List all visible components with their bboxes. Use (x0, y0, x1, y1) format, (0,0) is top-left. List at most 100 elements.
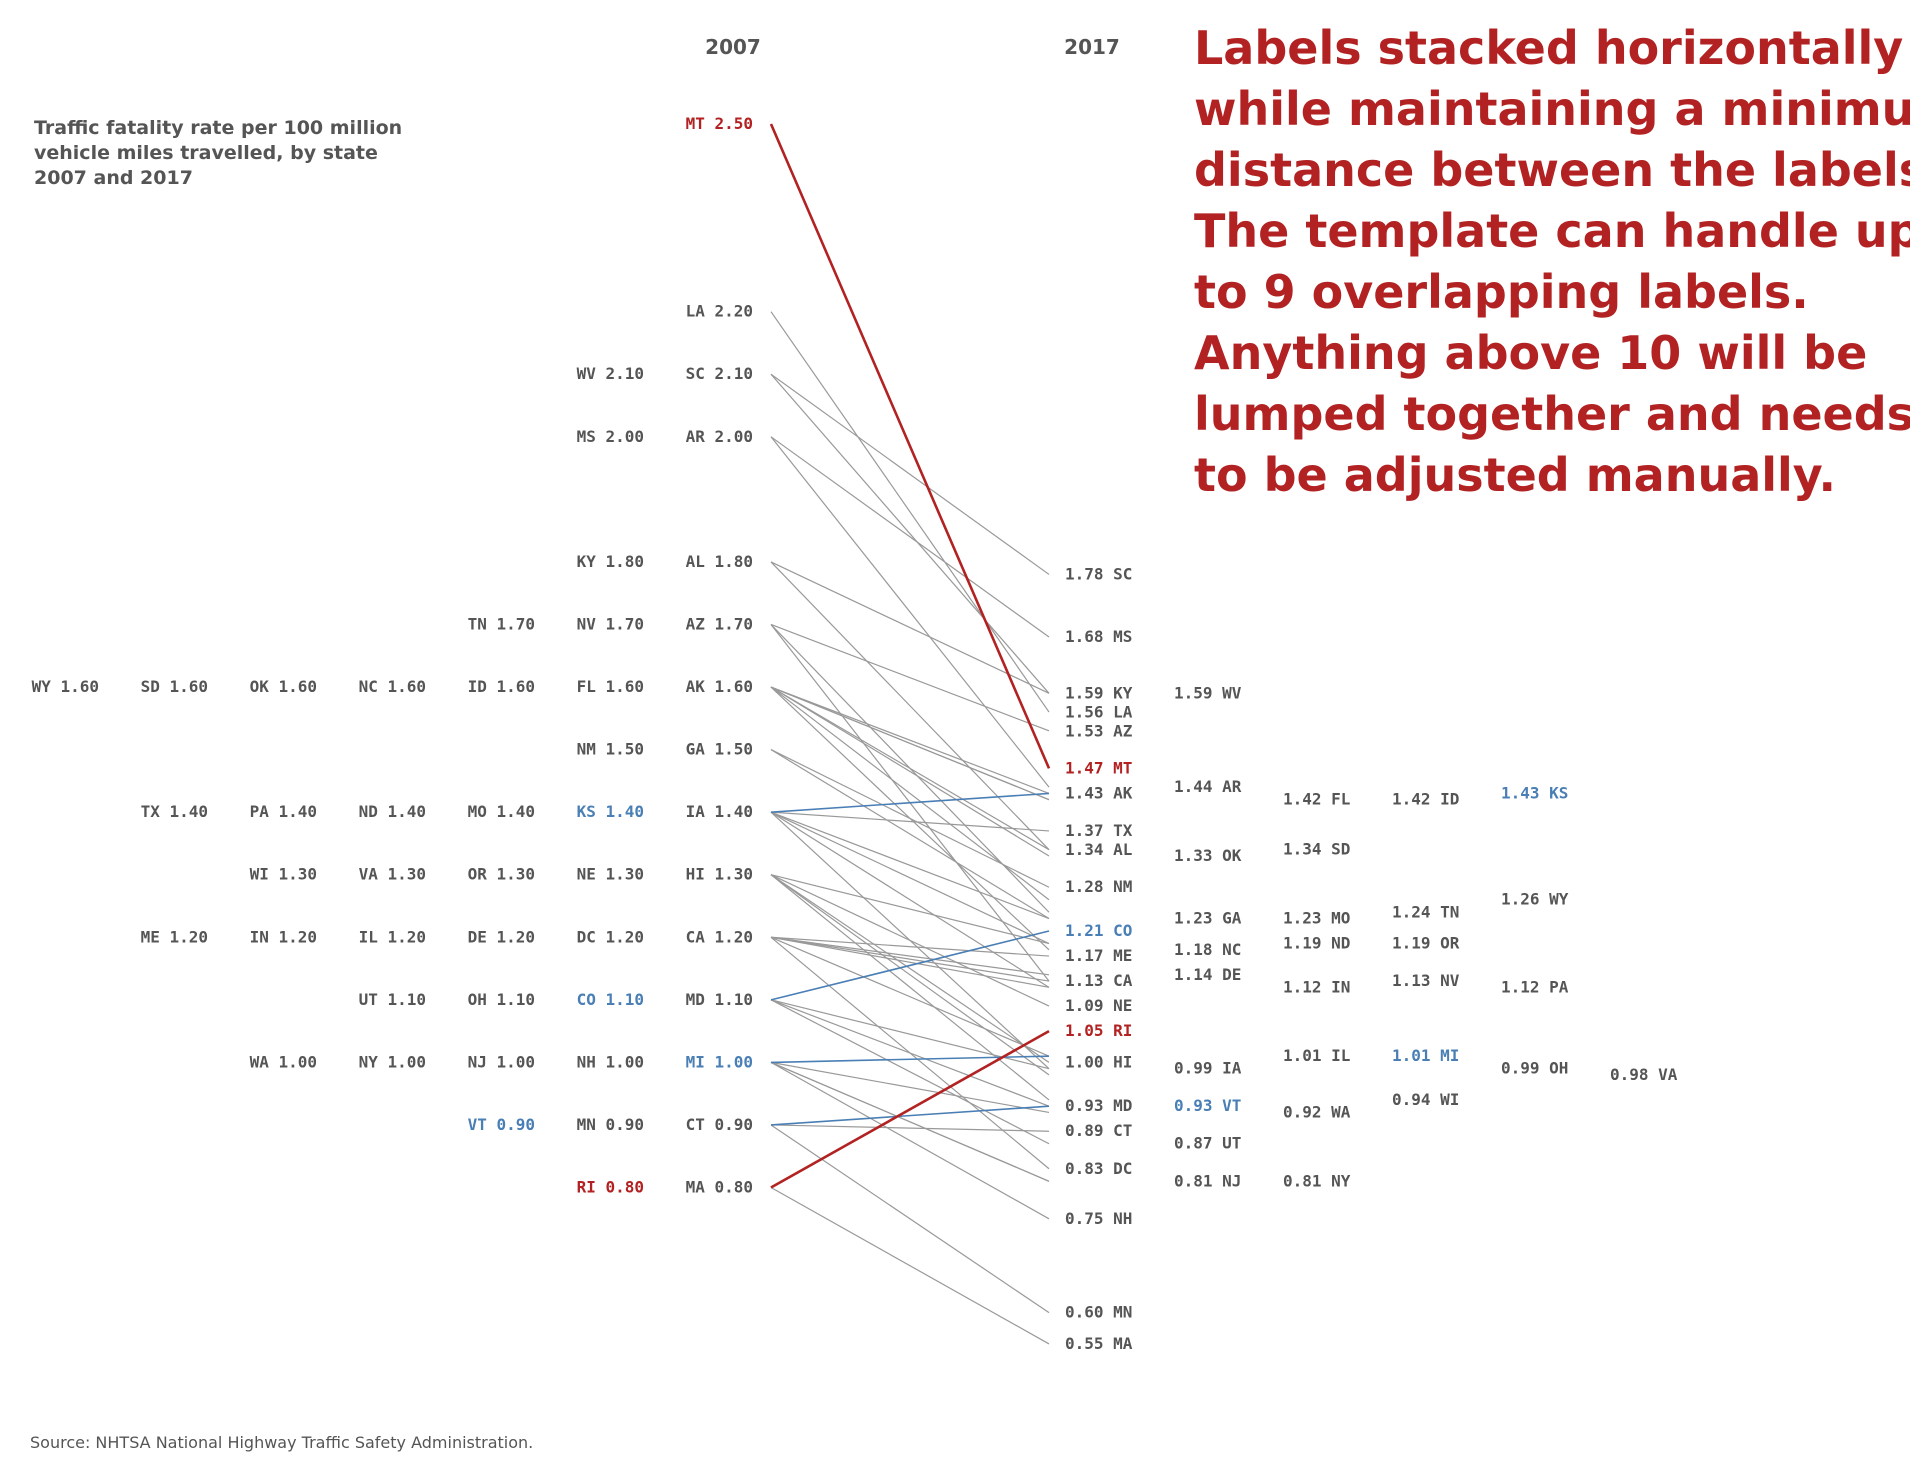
label-2017-nc: 1.18 NC (1174, 940, 1241, 959)
label-2007-tx: TX 1.40 (141, 802, 208, 821)
slope-line-wy (770, 686, 1050, 901)
label-2007-ne: NE 1.30 (577, 865, 644, 884)
slope-line-wv (770, 373, 1050, 694)
label-2017-pa: 1.12 PA (1501, 977, 1569, 996)
label-2017-ks: 1.43 KS (1501, 783, 1568, 802)
label-2007-ma: MA 0.80 (686, 1178, 753, 1197)
slope-line-me (770, 936, 1050, 957)
label-2017-la: 1.56 LA (1065, 702, 1133, 721)
label-2007-vt: VT 0.90 (468, 1115, 535, 1134)
label-2007-nv: NV 1.70 (577, 614, 644, 633)
slope-line-ny (770, 1061, 1050, 1182)
label-2017-al: 1.34 AL (1065, 840, 1132, 859)
label-2007-ok: OK 1.60 (250, 677, 317, 696)
slope-line-mo (770, 811, 1050, 920)
slope-line-ut (770, 999, 1050, 1145)
slope-line-mi (770, 1055, 1050, 1064)
slope-line-ak (770, 686, 1050, 794)
label-2017-or: 1.19 OR (1392, 934, 1460, 953)
label-2017-sd: 1.34 SD (1283, 840, 1350, 859)
label-2017-va: 0.98 VA (1610, 1065, 1678, 1084)
label-2007-nj: NJ 1.00 (468, 1052, 535, 1071)
label-2007-md: MD 1.10 (686, 990, 753, 1009)
label-2017-id: 1.42 ID (1392, 790, 1459, 809)
annotation-line-3: distance between the labels. (1194, 143, 1910, 197)
slope-line-ks (770, 792, 1050, 813)
slope-line-ma (770, 1186, 1050, 1345)
label-2007-in: IN 1.20 (250, 927, 317, 946)
label-2007-de: DE 1.20 (468, 927, 535, 946)
slope-line-ms (770, 436, 1050, 638)
labels-2017: 1.78 SC 1.68 MS 1.59 KY 1.59 WV 1.56 LA1.53 … (1065, 564, 1678, 1352)
header-2007: 2007 (705, 35, 761, 59)
label-2007-mo: MO 1.40 (468, 802, 535, 821)
slope-line-or (770, 874, 1050, 945)
label-2017-de: 1.14 DE (1174, 965, 1241, 984)
slope-line-sc (770, 373, 1050, 575)
slope-line-al (770, 561, 1050, 851)
label-2007-wa: WA 1.00 (250, 1052, 317, 1071)
label-2017-sc: 1.78 SC (1065, 564, 1132, 583)
annotation-line-4: The template can handle up (1194, 204, 1910, 258)
label-2007-wv: WV 2.10 (577, 364, 644, 383)
label-2007-co: CO 1.10 (577, 990, 644, 1009)
label-2007-mi: MI 1.00 (686, 1052, 753, 1071)
label-2007-ga: GA 1.50 (686, 740, 753, 759)
label-2007-ky: KY 1.80 (577, 552, 644, 571)
label-2007-la: LA 2.20 (686, 302, 753, 321)
label-2007-wi: WI 1.30 (250, 865, 317, 884)
label-2007-sd: SD 1.60 (141, 677, 208, 696)
annotation-line-7: lumped together and needs (1194, 387, 1910, 441)
label-2017-il: 1.01 IL (1283, 1046, 1350, 1065)
label-2007-nh: NH 1.00 (577, 1052, 644, 1071)
label-2017-nh: 0.75 NH (1065, 1209, 1132, 1228)
label-2017-tx: 1.37 TX (1065, 821, 1133, 840)
label-2017-ne: 1.09 NE (1065, 996, 1132, 1015)
annotation-line-6: Anything above 10 will be (1194, 326, 1867, 380)
label-2007-al: AL 1.80 (686, 552, 753, 571)
annotation-note: Labels stacked horizontally while mainta… (1194, 21, 1910, 502)
label-2017-fl: 1.42 FL (1283, 790, 1350, 809)
label-2007-il: IL 1.20 (359, 927, 426, 946)
label-2007-ms: MS 2.00 (577, 427, 644, 446)
slope-line-mn (770, 1124, 1050, 1314)
label-2017-ms: 1.68 MS (1065, 627, 1132, 646)
label-2017-mn: 0.60 MN (1065, 1303, 1132, 1322)
labels-2007: MT 2.50 LA 2.20 SC 2.10 WV 2.10 AR 2.00 MS 2.… (32, 114, 753, 1197)
label-2017-nm: 1.28 NM (1065, 877, 1132, 896)
label-2007-ks: KS 1.40 (577, 802, 644, 821)
subtitle-line-2: vehicle miles travelled, by state (34, 142, 378, 164)
slope-line-de (770, 936, 1050, 976)
label-2017-oh: 0.99 OH (1501, 1059, 1568, 1078)
subtitle-line-1: Traffic fatality rate per 100 million (34, 117, 402, 139)
slope-line-nd (770, 811, 1050, 945)
slope-line-la (770, 311, 1050, 713)
slope-line-ne (770, 874, 1050, 1007)
label-2007-or: OR 1.30 (468, 865, 535, 884)
slope-line-tx (770, 811, 1050, 832)
label-2007-id: ID 1.60 (468, 677, 535, 696)
label-2007-ct: CT 0.90 (686, 1115, 753, 1134)
slope-line-md (770, 999, 1050, 1107)
slope-line-il (770, 936, 1050, 1057)
annotation-line-5: to 9 overlapping labels. (1194, 265, 1809, 319)
label-2017-ky: 1.59 KY (1065, 683, 1133, 702)
label-2007-va: VA 1.30 (359, 865, 426, 884)
subtitle-line-3: 2007 and 2017 (34, 167, 193, 189)
label-2007-ri: RI 0.80 (577, 1178, 644, 1197)
slope-line-in (770, 936, 1050, 988)
label-2007-wy: WY 1.60 (32, 677, 99, 696)
label-2017-az: 1.53 AZ (1065, 721, 1133, 740)
label-2017-mi: 1.01 MI (1392, 1046, 1459, 1065)
slope-line-hi (770, 874, 1050, 1063)
label-2017-ma: 0.55 MA (1065, 1334, 1133, 1353)
slope-line-ok (770, 686, 1050, 857)
slope-line-ct (770, 1124, 1050, 1132)
annotation-line-8: to be adjusted manually. (1194, 448, 1836, 502)
header-2017: 2017 (1064, 35, 1120, 59)
label-2017-wy: 1.26 WY (1501, 890, 1569, 909)
label-2017-mo: 1.23 MO (1283, 909, 1350, 928)
label-2007-mt: MT 2.50 (686, 114, 753, 133)
slope-line-ri (770, 1029, 1050, 1189)
slope-line-ky (770, 561, 1050, 694)
